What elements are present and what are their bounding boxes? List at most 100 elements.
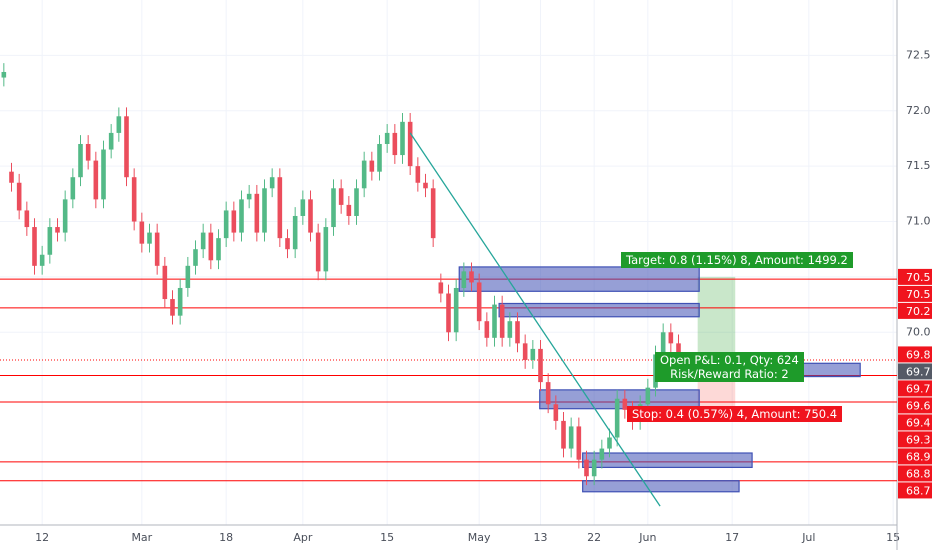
candle-body xyxy=(553,404,559,421)
candle-body xyxy=(277,177,283,239)
candle-body xyxy=(300,199,306,216)
candle-body xyxy=(591,459,597,477)
price-label: 69.8 xyxy=(906,348,931,361)
candle-body xyxy=(254,193,260,233)
candle-body xyxy=(124,116,129,178)
candle-body xyxy=(499,304,505,338)
x-tick-label: 15 xyxy=(886,531,900,544)
candle-body xyxy=(216,238,221,261)
price-label-bg xyxy=(898,482,932,499)
candle-body xyxy=(85,143,91,161)
zone-box xyxy=(498,302,700,318)
candle-body xyxy=(407,121,413,167)
price-label-bg xyxy=(898,465,932,482)
x-tick-label: 15 xyxy=(380,531,394,544)
candle-body xyxy=(530,348,536,360)
candle-body xyxy=(292,215,298,250)
candle-body xyxy=(599,448,605,460)
price-label-bg xyxy=(898,346,932,363)
price-label: 70.5 xyxy=(906,288,931,301)
candle-body xyxy=(461,271,467,288)
price-label: 69.7 xyxy=(906,365,931,378)
x-tick-label: Jun xyxy=(638,531,656,544)
candle-body xyxy=(415,166,421,183)
x-tick-label: 18 xyxy=(219,531,233,544)
y-tick-label: 71.5 xyxy=(906,159,931,172)
candle-body xyxy=(338,188,344,205)
candle-body xyxy=(645,387,651,405)
candle-body xyxy=(262,188,267,233)
x-tick-label: 12 xyxy=(35,531,49,544)
price-label-bg xyxy=(898,285,932,302)
candle-body xyxy=(614,398,620,438)
candle-body xyxy=(568,426,574,449)
candle-body xyxy=(108,132,114,150)
candle-body xyxy=(507,321,513,338)
candle-body xyxy=(331,188,336,228)
candle-body xyxy=(9,171,14,183)
candle-body xyxy=(538,348,543,383)
candle-body xyxy=(430,188,436,239)
x-tick-label: 13 xyxy=(534,531,548,544)
candle-body xyxy=(24,210,30,228)
candle-body xyxy=(668,332,674,344)
candle-body xyxy=(239,199,244,233)
candle-body xyxy=(32,227,37,266)
candle-body xyxy=(469,271,474,283)
price-label: 68.7 xyxy=(906,484,931,497)
candle-body xyxy=(200,232,206,250)
candle-body xyxy=(522,343,528,360)
candle-body xyxy=(185,265,191,288)
candle-body xyxy=(285,238,290,250)
price-label-bg xyxy=(898,448,932,465)
candle-body xyxy=(246,193,252,200)
candle-body xyxy=(484,321,490,338)
zone-box xyxy=(539,389,700,410)
price-label-bg xyxy=(898,397,932,414)
y-tick-label: 72.0 xyxy=(906,104,931,117)
candle-body xyxy=(545,382,551,405)
price-label-bg xyxy=(898,302,932,319)
candle-body xyxy=(361,160,367,189)
candle-body xyxy=(561,420,566,449)
zone-box xyxy=(582,480,740,493)
candle-body xyxy=(584,459,589,477)
candle-body xyxy=(101,149,106,200)
candle-body xyxy=(438,282,444,294)
price-label-bg xyxy=(898,431,932,448)
candle-body xyxy=(131,177,137,222)
target-zone xyxy=(697,276,736,365)
pnl-label: Open P&L: 0.1, Qty: 624 Risk/Reward Ratio… xyxy=(655,352,804,382)
x-tick-label: Apr xyxy=(293,531,313,544)
candle-body xyxy=(193,249,198,266)
x-tick-label: May xyxy=(468,531,491,544)
candle-body xyxy=(208,232,214,261)
candle-body xyxy=(660,332,666,355)
candle-body xyxy=(392,132,398,156)
trend-line xyxy=(409,132,661,507)
candle-body xyxy=(116,116,122,133)
candle-body xyxy=(384,132,390,144)
candle-body xyxy=(492,304,497,338)
candle-body xyxy=(400,121,405,156)
candle-body xyxy=(354,188,359,216)
price-label: 69.4 xyxy=(906,416,931,429)
target-label: Target: 0.8 (1.15%) 8, Amount: 1499.2 xyxy=(621,252,853,268)
price-label: 70.5 xyxy=(906,271,931,284)
candle-body xyxy=(607,437,612,449)
candle-body xyxy=(39,254,45,266)
x-tick-label: 17 xyxy=(725,531,739,544)
price-label-bg xyxy=(898,414,932,431)
price-label: 68.9 xyxy=(906,450,931,463)
price-label: 69.7 xyxy=(906,382,931,395)
price-label: 68.8 xyxy=(906,467,931,480)
candle-body xyxy=(147,232,152,244)
zone-box xyxy=(582,452,753,469)
candle-body xyxy=(154,232,160,266)
y-tick-label: 71.0 xyxy=(906,215,931,228)
candle-body xyxy=(62,199,68,233)
candle-body xyxy=(369,160,375,172)
candle-body xyxy=(576,426,582,460)
candle-body xyxy=(269,177,275,189)
